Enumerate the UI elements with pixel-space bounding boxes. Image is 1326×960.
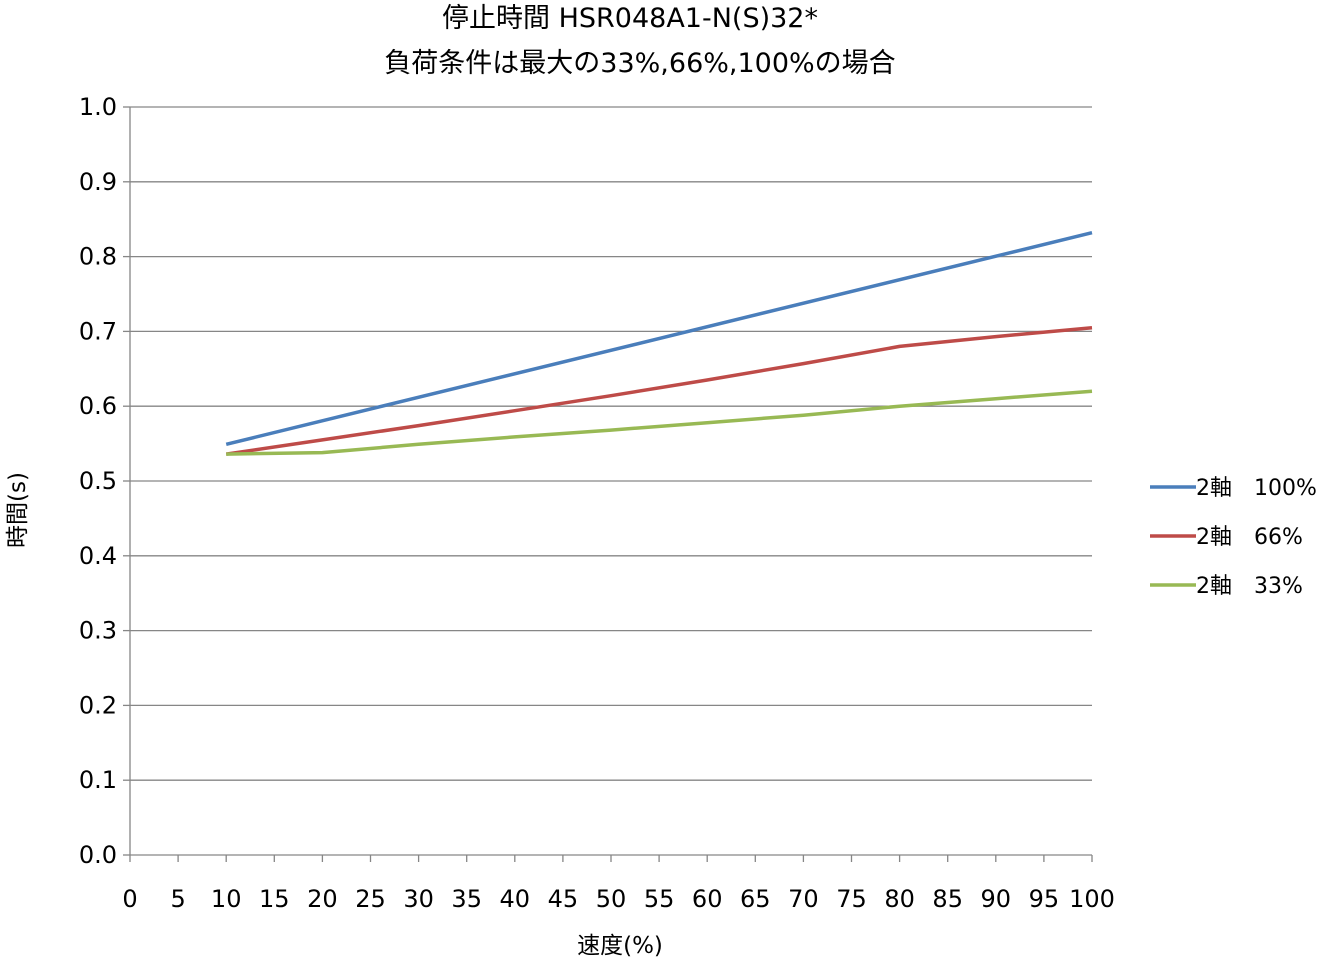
- axes: [123, 106, 1093, 862]
- x-tick-label: 5: [170, 885, 185, 913]
- legend-label: 2軸 33%: [1196, 574, 1303, 599]
- y-tick-label: 0.1: [79, 766, 117, 794]
- legend-label: 2軸 66%: [1196, 525, 1303, 550]
- y-tick-label: 1.0: [79, 93, 117, 121]
- chart-subtitle: 負荷条件は最大の33%,66%,100%の場合: [384, 48, 895, 79]
- y-tick-label: 0.0: [79, 841, 117, 869]
- x-tick-label: 0: [122, 885, 137, 913]
- y-tick-label: 0.9: [79, 168, 117, 196]
- x-tick-label: 40: [500, 885, 531, 913]
- chart-title: 停止時間 HSR048A1-N(S)32*: [442, 3, 818, 34]
- x-axis-label: 速度(%): [577, 933, 663, 959]
- x-tick-label: 25: [355, 885, 386, 913]
- x-tick-label: 55: [644, 885, 675, 913]
- x-tick-label: 10: [211, 885, 242, 913]
- y-tick-label: 0.6: [79, 392, 117, 420]
- x-tick-label: 35: [451, 885, 482, 913]
- y-axis-label: 時間(s): [5, 472, 31, 548]
- x-tick-label: 60: [692, 885, 723, 913]
- x-tick-label: 90: [981, 885, 1012, 913]
- x-tick-label: 20: [307, 885, 338, 913]
- x-tick-label: 50: [596, 885, 627, 913]
- y-tick-label: 0.5: [79, 467, 117, 495]
- series-line-3: [226, 389, 1093, 456]
- x-tick-label: 70: [788, 885, 819, 913]
- y-tick-label: 0.2: [79, 691, 117, 719]
- y-tick-label: 0.4: [79, 542, 117, 570]
- gridlines: [130, 106, 1092, 781]
- y-tick-label: 0.3: [79, 617, 117, 645]
- series-line-1: [225, 231, 1093, 446]
- y-tick-labels: 0.0 0.1 0.2 0.3 0.4 0.5 0.6 0.7 0.8 0.9 1.0: [79, 93, 117, 869]
- x-tick-label: 45: [548, 885, 579, 913]
- x-tick-label: 15: [259, 885, 290, 913]
- x-tick-label: 75: [836, 885, 867, 913]
- x-tick-label: 100: [1069, 885, 1115, 913]
- y-tick-label: 0.8: [79, 243, 117, 271]
- x-tick-label: 85: [932, 885, 963, 913]
- series-line-2: [225, 325, 1093, 456]
- x-tick-labels: 0 5 10 15 20 25 30 35 40 45 50 55 60 65 70 75 80 85 90 95 10…: [122, 885, 1115, 913]
- legend: 2軸 100% 2軸 66% 2軸 33%: [1150, 476, 1317, 599]
- legend-label: 2軸 100%: [1196, 476, 1317, 501]
- x-tick-label: 95: [1029, 885, 1060, 913]
- x-tick-label: 30: [403, 885, 434, 913]
- x-tick-label: 65: [740, 885, 771, 913]
- series-lines: [225, 231, 1093, 456]
- y-tick-label: 0.7: [79, 317, 117, 345]
- x-tick-label: 80: [884, 885, 915, 913]
